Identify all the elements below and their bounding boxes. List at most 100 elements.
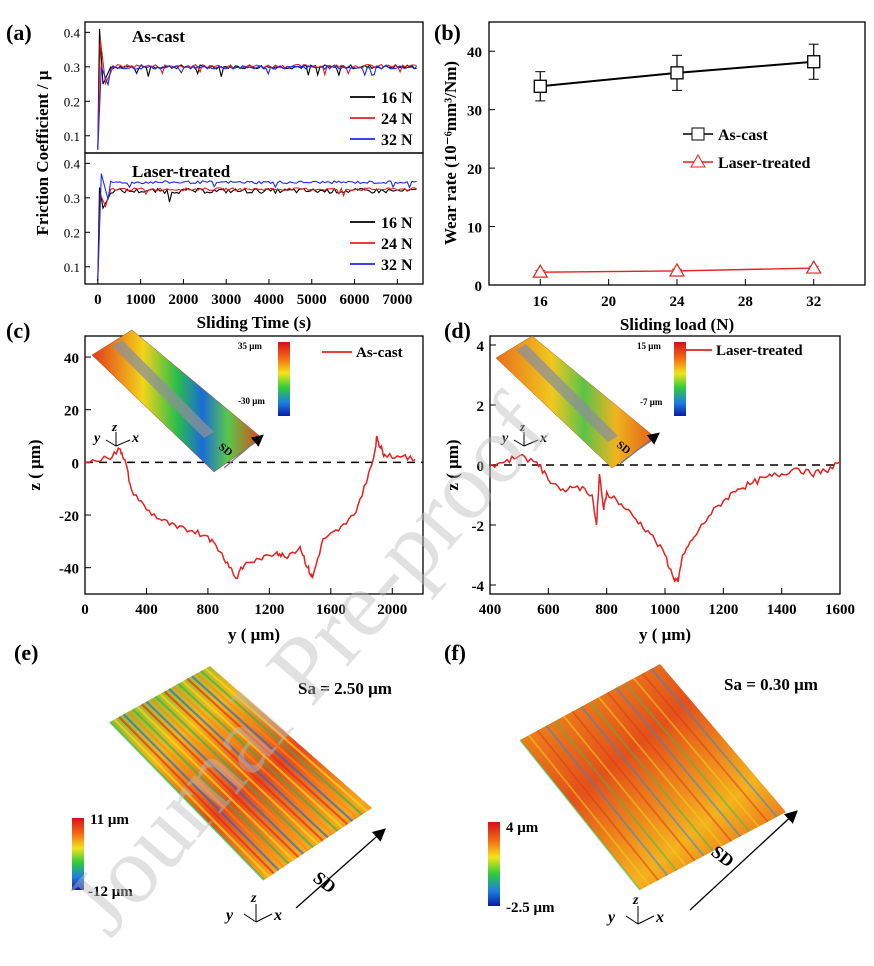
y-tick-label: 0.3: [64, 191, 80, 206]
x-tick-label: 3000: [211, 292, 241, 308]
x-tick-label: 800: [595, 602, 618, 618]
axis-glyph-y: y: [92, 431, 101, 446]
x-tick-label: 400: [479, 602, 502, 618]
panel-f-3d-surface: Sa = 0.30 μm 4 μm -2.5 μm SD z y x: [488, 664, 818, 926]
x-tick-label: 400: [135, 602, 158, 618]
legend-label: Laser-treated: [716, 343, 803, 359]
legend-label: As-cast: [356, 345, 403, 361]
colorbar-min-label: -7 μm: [640, 397, 663, 407]
x-tick-label: 0: [94, 292, 102, 308]
figure-canvas: (a) (b) (c) (d) (e) (f) 0.1 0.2 0.3 0.4 0.1 0…: [0, 0, 874, 966]
axis-glyph-x: x: [655, 909, 664, 926]
subplot-title-as-cast: As-cast: [132, 27, 185, 46]
panel-label-d: (d): [444, 318, 471, 343]
legend-marker: [692, 128, 704, 140]
y-tick-label: -40: [59, 562, 79, 578]
axis-glyph-x: x: [131, 431, 139, 446]
sd-label: SD: [310, 867, 340, 897]
data-point: [671, 67, 683, 79]
colorbar: [674, 342, 686, 416]
panel-a-friction-chart: 0.10.20.30.40.10.20.30.40 1000 2000 3000 400…: [33, 22, 423, 332]
data-point: [808, 56, 820, 68]
y-tick-label: 10: [467, 221, 482, 237]
panel-label-c: (c): [6, 318, 30, 343]
x-tick-label: 1000: [126, 292, 156, 308]
y-tick-label: 40: [64, 351, 79, 367]
y-tick-label: 0.1: [64, 260, 80, 275]
x-tick-label: 28: [738, 294, 753, 310]
axis-glyph-x: x: [273, 907, 282, 924]
x-axis-label: Sliding Time (s): [197, 313, 312, 332]
x-tick-label: 5000: [297, 292, 327, 308]
y-tick-label: 20: [467, 162, 482, 178]
legend-label: As-cast: [718, 127, 768, 144]
y-axis-label: Wear rate (10⁻⁶mm³/Nm): [441, 61, 460, 245]
panel-label-b: (b): [434, 20, 461, 45]
axes-triad: z y x: [92, 419, 139, 446]
y-tick-label: -4: [472, 579, 485, 595]
x-tick-label: 6000: [340, 292, 370, 308]
x-tick-label: 0: [81, 602, 89, 618]
series-line-24n: [98, 188, 417, 281]
series-line-16n: [98, 188, 417, 281]
panel-b-wear-rate-chart: 16 20 24 28 32 0 10 20 30 40 As-cast Laser-treated…: [441, 22, 865, 334]
x-tick-label: 1600: [825, 602, 855, 618]
y-tick-label: 0.1: [64, 129, 80, 144]
colorbar-max-label: 4 μm: [506, 820, 539, 836]
series-line-16n: [98, 29, 417, 150]
y-tick-label: 0: [72, 456, 80, 472]
x-tick-label: 1400: [767, 602, 797, 618]
legend-label: 16 N: [381, 215, 413, 232]
y-tick-label: 0.2: [64, 225, 80, 240]
y-axis-label: Friction Coefficient / μ: [33, 70, 52, 235]
colorbar-min-label: -2.5 μm: [506, 900, 555, 916]
x-tick-label: 800: [197, 602, 220, 618]
colorbar-max-label: 35 μm: [238, 341, 262, 351]
axis-glyph-z: z: [250, 891, 257, 906]
legend-label: 24 N: [381, 111, 413, 128]
x-tick-label: 1200: [708, 602, 738, 618]
y-tick-label: 0.2: [64, 94, 80, 109]
x-tick-label: 2000: [168, 292, 198, 308]
data-point: [670, 264, 684, 276]
y-tick-label: 20: [64, 404, 79, 420]
y-tick-label: 30: [467, 104, 482, 120]
roughness-label: Sa = 0.30 μm: [724, 675, 818, 694]
data-point: [533, 265, 547, 277]
x-axis-label: y ( μm): [639, 625, 691, 644]
y-axis-label: z ( μm): [25, 439, 44, 490]
axis-glyph-z: z: [111, 419, 118, 434]
y-tick-label: 40: [467, 45, 482, 61]
axes-triad: z y x: [606, 893, 664, 926]
x-tick-label: 24: [670, 294, 686, 310]
panel-label-e: (e): [14, 640, 38, 665]
x-axis-label: Sliding load (N): [620, 315, 734, 334]
y-tick-label: 0: [475, 279, 483, 295]
series-line-32n: [98, 66, 417, 150]
y-tick-label: 0.4: [64, 156, 81, 171]
axes-triad: z y x: [224, 891, 282, 924]
data-point: [534, 80, 546, 92]
colorbar-max-label: 15 μm: [637, 341, 661, 351]
legend-label: Laser-treated: [718, 155, 811, 172]
y-tick-label: 0.4: [64, 25, 81, 40]
legend-marker: [691, 155, 705, 167]
colorbar: [278, 342, 290, 416]
panel-label-a: (a): [6, 20, 32, 45]
axis-glyph-y: y: [224, 907, 234, 924]
x-tick-label: 600: [537, 602, 560, 618]
subplot-title-laser-treated: Laser-treated: [132, 162, 231, 181]
y-tick-label: 4: [477, 339, 485, 355]
panel-label-f: (f): [444, 640, 466, 665]
axis-glyph-z: z: [632, 893, 639, 908]
legend-label: 32 N: [381, 132, 413, 149]
data-point: [807, 261, 821, 273]
legend-label: 24 N: [381, 236, 413, 253]
series-line-24n: [98, 39, 417, 149]
x-tick-label: 32: [806, 294, 821, 310]
legend-label: 32 N: [381, 257, 413, 274]
x-tick-label: 4000: [254, 292, 284, 308]
x-tick-label: 20: [601, 294, 616, 310]
colorbar: [488, 822, 500, 906]
x-tick-label: 1000: [650, 602, 680, 618]
